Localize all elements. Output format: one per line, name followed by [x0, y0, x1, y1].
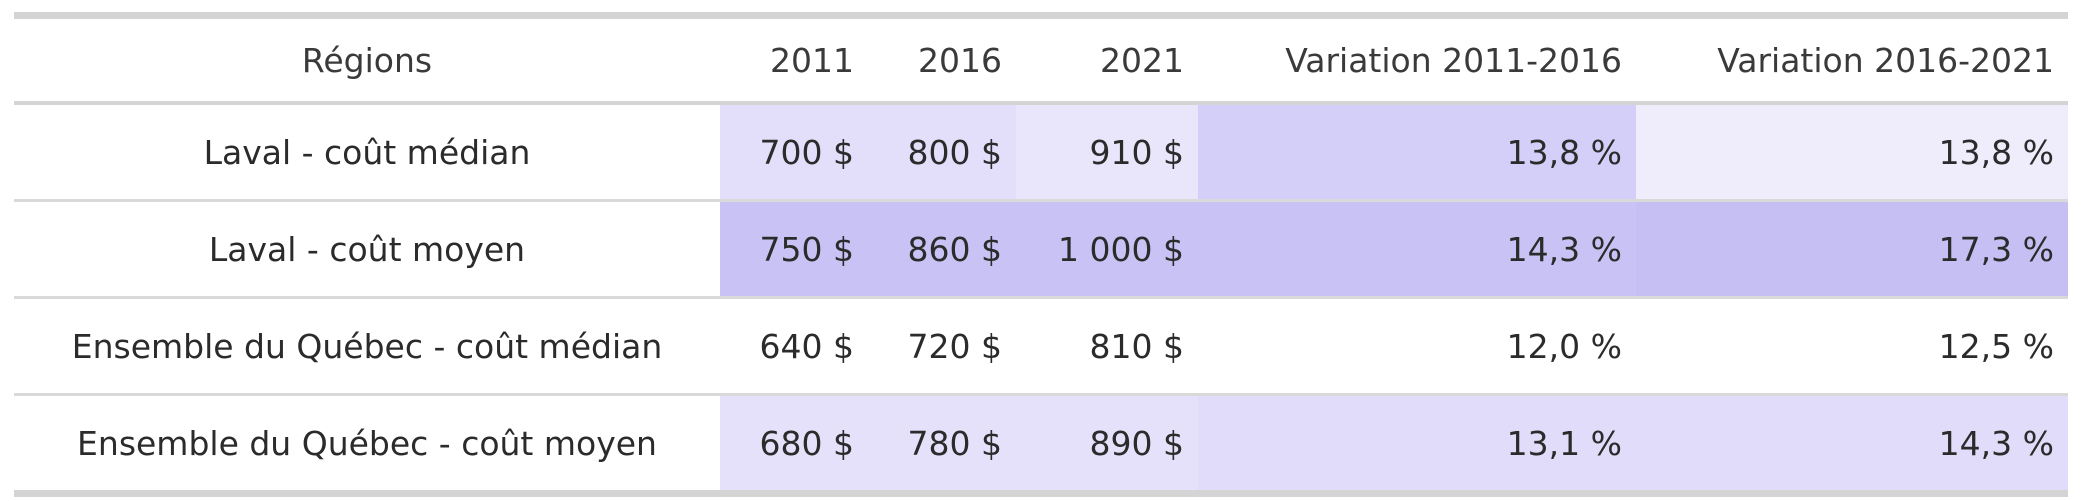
- data-cell: 1 000 $: [1016, 200, 1198, 298]
- data-cell: 750 $: [720, 200, 868, 298]
- table-row: Ensemble du Québec - coût moyen 680 $ 78…: [14, 394, 2068, 490]
- data-cell: 14,3 %: [1636, 394, 2068, 490]
- data-cell: 14,3 %: [1198, 200, 1636, 298]
- data-cell: 12,0 %: [1198, 297, 1636, 395]
- row-region-label: Ensemble du Québec - coût médian: [71, 326, 663, 366]
- header-variation-2016-2021: Variation 2016-2021: [1717, 40, 2054, 80]
- data-cell: 720 $: [868, 297, 1016, 395]
- data-cell: 640 $: [720, 297, 868, 395]
- header-variation-2011-2016: Variation 2011-2016: [1285, 40, 1622, 80]
- data-cell: 700 $: [720, 103, 868, 201]
- table-bottom-rule: [14, 490, 2068, 497]
- header-regions: Régions: [301, 40, 433, 80]
- data-cell: 800 $: [868, 103, 1016, 201]
- data-cell: 860 $: [868, 200, 1016, 298]
- data-cell: 890 $: [1016, 394, 1198, 490]
- table-row: Laval - coût médian 700 $ 800 $ 910 $ 13…: [14, 103, 2068, 201]
- data-cell: 680 $: [720, 394, 868, 490]
- table-row: Laval - coût moyen 750 $ 860 $ 1 000 $ 1…: [14, 200, 2068, 298]
- data-cell: 17,3 %: [1636, 200, 2068, 298]
- row-region-label: Laval - coût médian: [203, 132, 531, 172]
- header-2021: 2021: [1100, 40, 1184, 80]
- header-2016: 2016: [918, 40, 1002, 80]
- data-cell: 12,5 %: [1636, 297, 2068, 395]
- cost-table: Régions 2011 2016 2021 Variation 2011-20…: [14, 19, 2068, 490]
- data-cell: 780 $: [868, 394, 1016, 490]
- data-cell: 13,8 %: [1636, 103, 2068, 201]
- data-cell: 13,1 %: [1198, 394, 1636, 490]
- header-row: Régions 2011 2016 2021 Variation 2011-20…: [14, 19, 2068, 103]
- table-top-rule: [14, 12, 2068, 19]
- data-cell: 810 $: [1016, 297, 1198, 395]
- data-cell: 910 $: [1016, 103, 1198, 201]
- data-cell: 13,8 %: [1198, 103, 1636, 201]
- row-region-label: Ensemble du Québec - coût moyen: [77, 423, 657, 463]
- data-table-container: Régions 2011 2016 2021 Variation 2011-20…: [14, 12, 2068, 497]
- table-row: Ensemble du Québec - coût médian 640 $ 7…: [14, 297, 2068, 395]
- row-region-label: Laval - coût moyen: [208, 229, 526, 269]
- header-2011: 2011: [770, 40, 854, 80]
